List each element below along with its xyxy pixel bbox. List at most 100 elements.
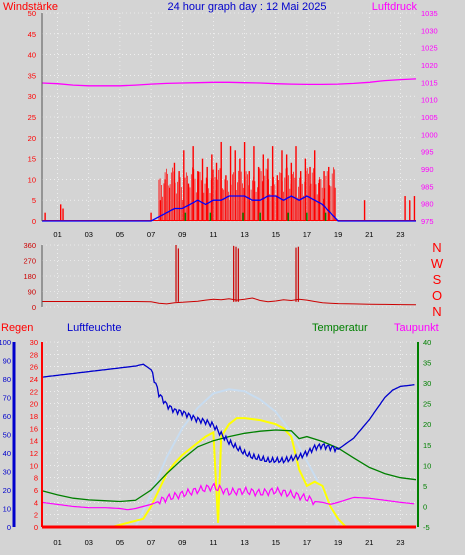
x-tick-bottom-13: 13 [240, 538, 248, 547]
rain-tick-20: 20 [30, 400, 38, 409]
wind-tick-35: 35 [28, 71, 36, 80]
rain-tick-24: 24 [30, 375, 38, 384]
x-tick-bottom-07: 07 [147, 538, 155, 547]
dewpoint-axis-label: Taupunkt [394, 322, 439, 334]
wind-tick-40: 40 [28, 51, 36, 60]
temp-tick-15: 15 [423, 441, 431, 450]
humidity-axis-label: Luftfeuchte [67, 322, 121, 334]
humidity-tick-60: 60 [3, 412, 11, 421]
rain-tick-6: 6 [34, 486, 38, 495]
sunshine-line [42, 417, 416, 528]
wind-pressure-plot [41, 78, 417, 222]
x-tick-top-03: 03 [85, 230, 93, 239]
x-tick-bottom-01: 01 [53, 538, 61, 547]
rain-tick-26: 26 [30, 363, 38, 372]
x-tick-bottom-05: 05 [116, 538, 124, 547]
wind-tick-15: 15 [28, 155, 36, 164]
pressure-tick-975: 975 [421, 217, 434, 226]
rain-tick-8: 8 [34, 474, 38, 483]
x-tick-bottom-21: 21 [365, 538, 373, 547]
rain-tick-28: 28 [30, 350, 38, 359]
climate-plot [41, 363, 417, 529]
radiation-line [134, 388, 340, 528]
wind-tick-30: 30 [28, 92, 36, 101]
pressure-tick-1005: 1005 [421, 113, 438, 122]
grid-wind [42, 12, 416, 222]
rain-tick-0: 0 [34, 523, 38, 532]
dir-tick-0: 0 [32, 303, 36, 312]
x-tick-bottom-23: 23 [396, 538, 404, 547]
wind-tick-20: 20 [28, 134, 36, 143]
panel-climate-area [42, 342, 416, 527]
temp-tick-30: 30 [423, 379, 431, 388]
humidity-tick-100: 100 [0, 338, 11, 347]
x-tick-bottom-15: 15 [272, 538, 280, 547]
humidity-tick-80: 80 [3, 375, 11, 384]
humidity-tick-90: 90 [3, 357, 11, 366]
panel-wind-area [42, 13, 416, 221]
dir-tick-360: 360 [23, 241, 36, 250]
pressure-tick-1000: 1000 [421, 130, 438, 139]
dewpoint-line [41, 482, 415, 511]
pressure-tick-1015: 1015 [421, 78, 438, 87]
x-tick-bottom-17: 17 [303, 538, 311, 547]
wind-series-1 [42, 195, 416, 222]
humidity-tick-70: 70 [3, 394, 11, 403]
rain-tick-30: 30 [30, 338, 38, 347]
wind-direction-plot [42, 245, 417, 306]
x-tick-top-13: 13 [240, 230, 248, 239]
wind-tick-25: 25 [28, 113, 36, 122]
x-tick-top-17: 17 [303, 230, 311, 239]
rain-tick-12: 12 [30, 449, 38, 458]
wind-tick-0: 0 [32, 217, 36, 226]
temp-tick-40: 40 [423, 338, 431, 347]
tick-labels: 0510152025303540455097598098599099510001… [0, 9, 438, 547]
rain-tick-14: 14 [30, 437, 38, 446]
temp-tick-20: 20 [423, 420, 431, 429]
pressure-tick-990: 990 [421, 165, 434, 174]
temp-tick-10: 10 [423, 461, 431, 470]
compass-n-bottom: N [432, 304, 441, 319]
rain-axis-label: Regen [1, 322, 33, 334]
dir-tick-90: 90 [28, 288, 36, 297]
pressure-tick-1010: 1010 [421, 96, 438, 105]
pressure-tick-1035: 1035 [421, 9, 438, 18]
temp-tick--5: -5 [423, 523, 430, 532]
pressure-tick-995: 995 [421, 148, 434, 157]
temperature-line [41, 429, 417, 503]
temperature-axis-label: Temperatur [312, 322, 368, 334]
wind-tick-5: 5 [32, 196, 36, 205]
dir-tick-270: 270 [23, 257, 36, 266]
pressure-tick-980: 980 [421, 200, 434, 209]
humidity-tick-50: 50 [3, 431, 11, 440]
x-tick-bottom-11: 11 [210, 538, 218, 547]
humidity-tick-0: 0 [7, 523, 11, 532]
wind-axis-label: Windstärke [3, 1, 58, 13]
panel-direction-area [42, 245, 416, 307]
humidity-tick-10: 10 [3, 505, 11, 514]
compass-o: O [432, 288, 442, 303]
rain-tick-16: 16 [30, 424, 38, 433]
humidity-tick-20: 20 [3, 486, 11, 495]
wind-tick-10: 10 [28, 175, 36, 184]
rain-tick-2: 2 [34, 511, 38, 520]
wind-tick-45: 45 [28, 30, 36, 39]
wind-series-0 [41, 78, 417, 87]
humidity-tick-30: 30 [3, 468, 11, 477]
x-tick-top-07: 07 [147, 230, 155, 239]
humidity-line [41, 363, 415, 464]
compass-n-top: N [432, 240, 441, 255]
x-tick-top-21: 21 [365, 230, 373, 239]
x-tick-bottom-03: 03 [85, 538, 93, 547]
pressure-tick-985: 985 [421, 182, 434, 191]
x-tick-bottom-19: 19 [334, 538, 342, 547]
pressure-tick-1020: 1020 [421, 61, 438, 70]
compass-s: S [433, 272, 442, 287]
pressure-tick-1025: 1025 [421, 44, 438, 53]
compass-w: W [431, 256, 444, 271]
x-tick-top-23: 23 [396, 230, 404, 239]
x-tick-top-05: 05 [116, 230, 124, 239]
chart-title: 24 hour graph day : 12 Mai 2025 [167, 1, 326, 13]
temp-tick-0: 0 [423, 502, 427, 511]
